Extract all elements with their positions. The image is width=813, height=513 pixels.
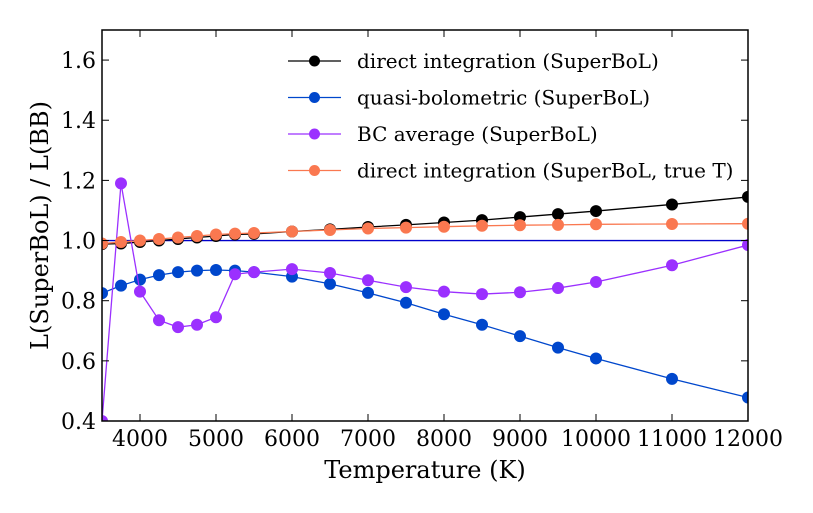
data-point bbox=[324, 277, 336, 290]
x-tick-label: 7000 bbox=[340, 427, 396, 452]
y-tick-label: 1.0 bbox=[61, 230, 96, 255]
data-point bbox=[153, 314, 165, 327]
legend-marker bbox=[309, 165, 320, 176]
data-point bbox=[286, 225, 298, 238]
legend-label: BC average (SuperBoL) bbox=[357, 122, 598, 146]
y-tick-label: 0.8 bbox=[61, 290, 96, 315]
x-tick-label: 9000 bbox=[492, 427, 548, 452]
data-point bbox=[552, 341, 564, 354]
data-point bbox=[666, 259, 678, 272]
y-tick-label: 0.4 bbox=[61, 410, 96, 435]
legend-label: direct integration (SuperBoL, true T) bbox=[357, 159, 733, 183]
legend-marker bbox=[309, 55, 320, 67]
data-point bbox=[438, 308, 450, 321]
data-point bbox=[324, 224, 336, 237]
legend-label: direct integration (SuperBoL) bbox=[357, 49, 659, 73]
data-point bbox=[286, 263, 298, 276]
x-axis-label: Temperature (K) bbox=[324, 456, 526, 484]
data-point bbox=[210, 264, 222, 277]
data-point bbox=[115, 177, 127, 190]
axis-ticks: 4000 5000 6000 7000 8000 9000 10000 11000 12000 0… bbox=[61, 30, 783, 452]
data-point bbox=[153, 269, 165, 282]
data-point bbox=[590, 276, 602, 289]
data-point bbox=[324, 267, 336, 280]
y-tick-label: 1.4 bbox=[61, 109, 96, 134]
data-point bbox=[476, 288, 488, 301]
data-point bbox=[742, 190, 748, 203]
plot-frame bbox=[101, 29, 749, 422]
data-point bbox=[362, 274, 374, 287]
plot-marks bbox=[102, 177, 748, 421]
data-point bbox=[172, 321, 184, 334]
x-tick-label: 6000 bbox=[264, 427, 320, 452]
data-point bbox=[514, 330, 526, 343]
legend-label: quasi-bolometric (SuperBoL) bbox=[357, 86, 650, 110]
data-point bbox=[666, 217, 678, 230]
data-point bbox=[666, 372, 678, 385]
data-point bbox=[102, 415, 108, 421]
data-point bbox=[476, 219, 488, 232]
data-point bbox=[590, 352, 602, 365]
data-point bbox=[514, 219, 526, 232]
y-axis-label: L(SuperBoL) / L(BB) bbox=[26, 101, 54, 350]
data-point bbox=[476, 318, 488, 331]
data-point bbox=[210, 228, 222, 241]
data-point bbox=[400, 221, 412, 234]
data-point bbox=[438, 285, 450, 298]
data-point bbox=[590, 205, 602, 218]
x-tick-label: 11000 bbox=[637, 427, 707, 452]
data-point bbox=[191, 264, 203, 277]
data-point bbox=[134, 273, 146, 286]
x-tick-label: 12000 bbox=[713, 427, 783, 452]
data-point bbox=[210, 311, 222, 324]
data-point bbox=[514, 286, 526, 299]
data-point bbox=[172, 231, 184, 244]
series-line-2 bbox=[102, 183, 748, 421]
x-tick-label: 5000 bbox=[188, 427, 244, 452]
data-point bbox=[742, 217, 748, 230]
x-tick-label: 8000 bbox=[416, 427, 472, 452]
y-tick-label: 1.6 bbox=[61, 49, 96, 74]
data-point bbox=[191, 318, 203, 331]
y-tick-label: 0.6 bbox=[61, 350, 96, 375]
data-point bbox=[134, 285, 146, 298]
data-point bbox=[102, 287, 108, 300]
legend: direct integration (SuperBoL) quasi-bolom… bbox=[288, 49, 733, 183]
data-point bbox=[552, 218, 564, 231]
x-tick-label: 4000 bbox=[112, 427, 168, 452]
data-point bbox=[229, 268, 241, 281]
data-point bbox=[362, 286, 374, 299]
data-point bbox=[134, 234, 146, 247]
data-point bbox=[362, 222, 374, 235]
data-point bbox=[229, 227, 241, 240]
data-point bbox=[153, 233, 165, 246]
data-point bbox=[438, 220, 450, 233]
data-point bbox=[552, 208, 564, 221]
legend-marker bbox=[309, 92, 320, 103]
y-tick-label: 1.2 bbox=[61, 169, 96, 194]
data-point bbox=[191, 230, 203, 243]
data-point bbox=[172, 266, 184, 279]
data-point bbox=[400, 296, 412, 309]
data-point bbox=[666, 198, 678, 211]
data-point bbox=[248, 227, 260, 240]
data-point bbox=[115, 236, 127, 249]
legend-marker bbox=[309, 128, 320, 140]
data-point bbox=[590, 218, 602, 231]
data-point bbox=[115, 279, 127, 292]
x-tick-label: 10000 bbox=[561, 427, 631, 452]
data-point bbox=[742, 391, 748, 404]
data-point bbox=[552, 282, 564, 295]
data-point bbox=[400, 281, 412, 294]
data-point bbox=[248, 266, 260, 279]
data-point bbox=[742, 239, 748, 252]
